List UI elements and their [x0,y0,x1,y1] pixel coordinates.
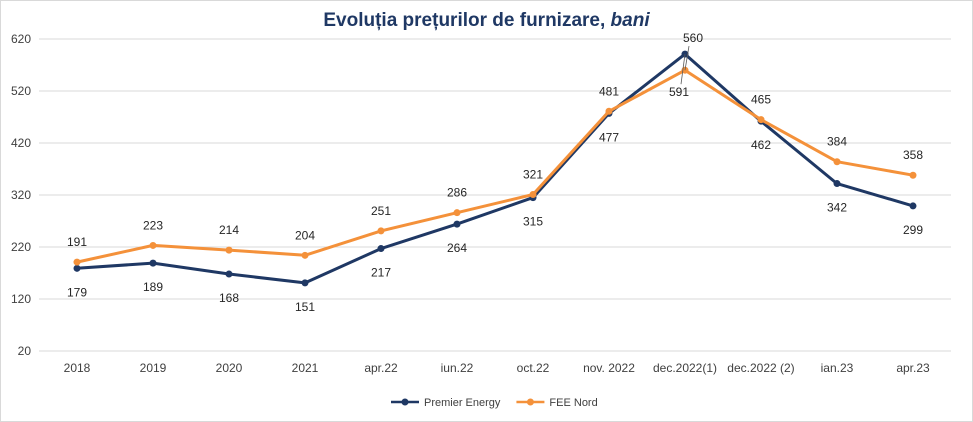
x-tick-label: nov. 2022 [583,361,635,375]
label-leader-line [680,54,686,85]
chart-title: Evoluția prețurilor de furnizare, bani [1,10,972,32]
data-point [833,180,841,188]
data-point [909,202,917,210]
data-label: 462 [751,138,771,152]
series-line-premier-energy [76,52,914,285]
data-label: 264 [447,241,467,255]
x-tick-label: 2021 [292,361,319,375]
data-label: 342 [827,201,847,215]
data-label: 315 [523,215,543,229]
x-tick-label: apr.22 [364,361,398,375]
data-point [301,251,309,259]
legend-marker [526,398,534,406]
data-label: 321 [523,167,543,181]
data-labels: 179 189 168 151 217 264 315 477 591 462 342 299 191 2… [67,31,923,314]
gridlines [39,38,951,352]
data-label: 168 [219,291,239,305]
series-line-fee-nord [76,68,914,264]
y-tick-label: 420 [11,136,31,150]
data-point [73,264,81,272]
data-label: 477 [599,130,619,144]
data-point [149,259,157,267]
y-tick-label: 520 [11,84,31,98]
y-tick-label: 120 [11,292,31,306]
data-label: 358 [903,148,923,162]
series [73,50,917,287]
y-tick-label: 220 [11,240,31,254]
data-point [453,209,461,217]
data-point [453,220,461,228]
x-tick-label: apr.23 [896,361,930,375]
data-point [225,246,233,254]
data-label: 214 [219,223,239,237]
x-tick-label: 2020 [216,361,243,375]
data-label: 591 [669,85,689,99]
legend-label: Premier Energy [424,397,501,409]
data-point [757,116,765,124]
x-tick-label: 2018 [64,361,91,375]
data-label: 217 [371,266,391,280]
legend-label: FEE Nord [549,397,597,409]
data-label: 560 [683,31,703,45]
data-point [833,158,841,166]
data-point [377,227,385,235]
x-tick-label: dec.2022 (2) [727,361,794,375]
data-point [377,245,385,253]
data-label: 481 [599,84,619,98]
x-tick-label: 2019 [140,361,167,375]
data-label: 179 [67,285,87,299]
x-tick-label: ian.23 [821,361,854,375]
data-label: 191 [67,235,87,249]
data-label: 384 [827,135,847,149]
data-label: 151 [295,300,315,314]
y-tick-label: 620 [11,32,31,46]
chart-title-text: Evoluția prețurilor de furnizare, [323,10,606,31]
data-label: 204 [295,228,315,242]
legend: Premier Energy FEE Nord [391,397,598,409]
y-tick-label: 20 [18,344,32,358]
data-point [225,270,233,278]
data-point [301,279,309,287]
x-tick-label: iun.22 [441,361,474,375]
x-tick-label: oct.22 [517,361,550,375]
data-label: 223 [143,218,163,232]
data-point [149,241,157,249]
axes: 20 120 220 320 420 520 620 2018 2019 2020 2021 apr.… [11,32,930,375]
label-leader-line [684,46,690,71]
legend-marker [401,398,409,406]
data-label: 286 [447,186,467,200]
data-label: 299 [903,223,923,237]
data-point [73,258,81,266]
data-label: 251 [371,204,391,218]
data-point [529,190,537,198]
x-tick-label: dec.2022(1) [653,361,717,375]
data-point [605,107,613,115]
data-label: 465 [751,93,771,107]
y-tick-label: 320 [11,188,31,202]
data-point [909,171,917,179]
data-label: 189 [143,280,163,294]
chart-title-unit: bani [610,10,650,31]
